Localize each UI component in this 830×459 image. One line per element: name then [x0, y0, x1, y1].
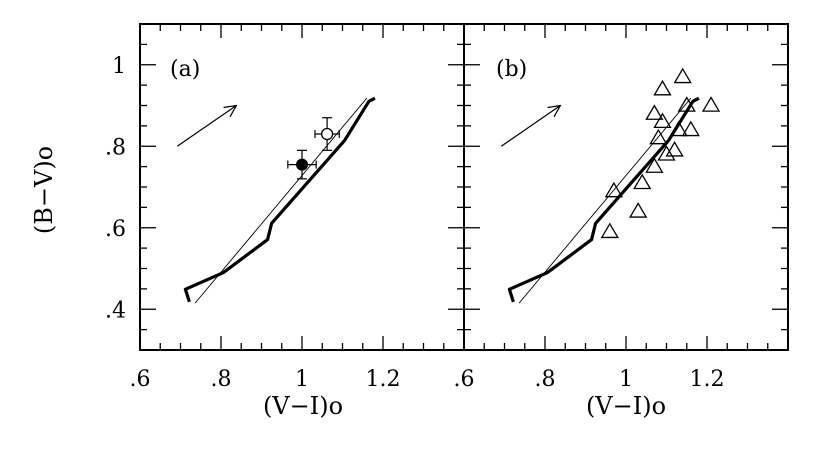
model-track-thin [518, 97, 692, 304]
data-point-triangle [701, 96, 721, 112]
x-tick-label: .8 [535, 367, 556, 392]
x-tick-label: 1 [619, 367, 633, 392]
x-axis-label-a: (V−I)o [263, 392, 343, 420]
x-tick-label: 1.2 [690, 367, 725, 392]
x-axis-label-b: (V−I)o [586, 392, 666, 420]
data-point-triangle [604, 181, 623, 198]
data-point-triangle [677, 96, 696, 112]
panel-a: (a) .6 .8 1 1.2 .4 .6 .8 1 [105, 23, 465, 392]
data-point-triangle [669, 120, 688, 137]
data-point-triangle [633, 173, 652, 190]
y-tick-label: .4 [105, 298, 126, 323]
data-point-triangle [653, 79, 672, 96]
model-track-thick [183, 96, 376, 303]
y-tick-label: 1 [112, 54, 126, 79]
x-tick-label: .6 [130, 367, 151, 392]
y-tick-label: .6 [105, 217, 126, 242]
y-axis-label: (B−V)o [30, 146, 58, 234]
data-point-filled [296, 158, 308, 171]
data-point-open [320, 127, 334, 141]
x-tick-label: .6 [454, 367, 475, 392]
x-tick-label: 1.2 [366, 367, 401, 392]
reddening-arrowhead [223, 104, 238, 118]
data-point-triangle [657, 145, 676, 161]
data-point-triangle [600, 222, 619, 239]
data-point-triangle [649, 128, 668, 145]
data-point-triangle [645, 157, 664, 173]
reddening-arrow [500, 105, 561, 147]
data-point-triangle [653, 112, 672, 129]
reddening-arrow [176, 105, 237, 147]
panel-a-label: (a) [170, 57, 200, 82]
model-track-thick [507, 96, 700, 303]
data-point-triangle [681, 120, 700, 137]
x-tick-label: .8 [211, 367, 232, 392]
panel-b-label: (b) [496, 57, 527, 82]
data-point-triangle [645, 104, 664, 120]
x-tick-label: 1 [295, 367, 309, 392]
data-point-triangle [673, 67, 692, 84]
data-point-triangle [629, 202, 648, 218]
model-track-thin [194, 97, 368, 304]
y-tick-label: .8 [105, 135, 126, 160]
reddening-arrowhead [547, 104, 562, 118]
data-point-triangle [665, 141, 684, 157]
panel-b: (b) .6 .8 1 1.2 [454, 23, 789, 392]
